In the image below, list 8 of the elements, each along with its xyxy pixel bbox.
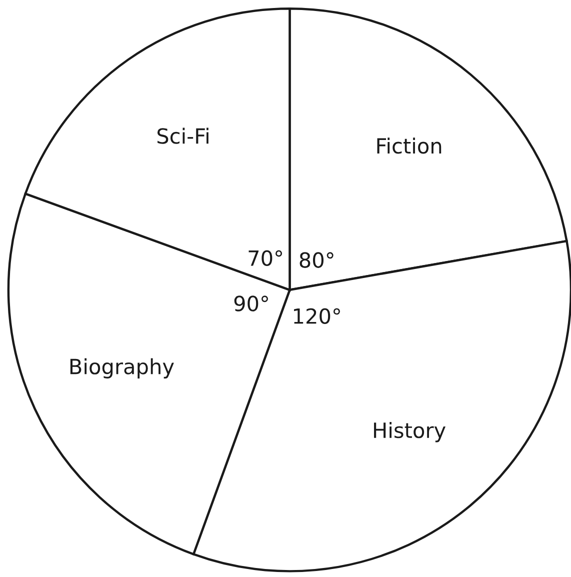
data-label: 80° [300, 252, 334, 268]
data-label: 90° [234, 296, 268, 312]
slice-label: History [374, 422, 446, 442]
slice-label: Sci-Fi [157, 128, 208, 144]
data-label: 120° [294, 308, 340, 324]
slice-label: Biography [70, 358, 174, 378]
slice-label: Fiction [377, 138, 442, 154]
data-label: 70° [248, 250, 282, 266]
